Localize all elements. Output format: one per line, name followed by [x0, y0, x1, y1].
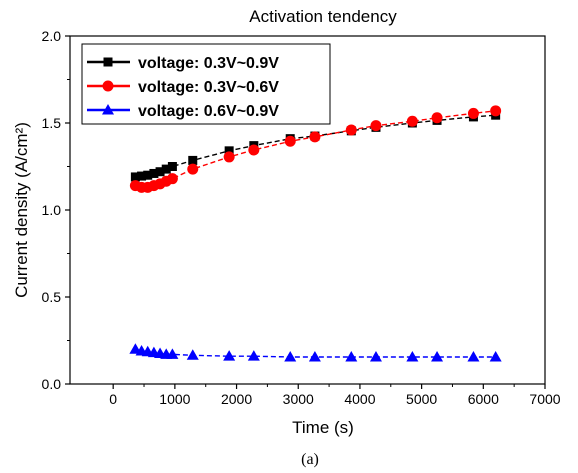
data-point: [137, 171, 147, 181]
y-tick-label: 1.5: [42, 115, 62, 131]
figure-caption: (a): [301, 451, 319, 468]
legend: voltage: 0.3V~0.9V voltage: 0.3V~0.6V volt…: [81, 43, 331, 125]
series-2: [129, 105, 502, 193]
data-point: [247, 350, 260, 361]
data-point: [166, 173, 178, 185]
data-point: [345, 124, 357, 136]
data-point: [161, 164, 171, 174]
data-point: [467, 107, 479, 119]
y-tick-label: 0.5: [42, 289, 62, 305]
x-tick-label: 3000: [283, 391, 314, 407]
data-point: [284, 351, 297, 362]
data-point: [431, 112, 443, 124]
x-tick-label: 2000: [221, 391, 252, 407]
data-point: [223, 151, 235, 163]
data-point: [224, 146, 234, 156]
data-point: [284, 135, 296, 147]
data-point: [149, 168, 159, 178]
data-point: [248, 144, 260, 156]
data-point: [489, 351, 502, 362]
x-tick-label: 0: [109, 391, 117, 407]
x-axis-label: Time (s): [292, 418, 354, 437]
data-point: [186, 349, 199, 360]
legend-marker: [102, 80, 114, 92]
y-tick-label: 2.0: [42, 28, 62, 44]
data-point: [308, 351, 321, 362]
data-point: [345, 351, 358, 362]
y-axis-label: Current density (A/cm²): [12, 122, 31, 298]
data-point: [223, 350, 236, 361]
plot-area: 0 1000 2000 3000 4000 5000 6000 7000 0.0 0.5 1.0 1.…: [42, 28, 561, 407]
data-point: [130, 172, 140, 182]
y-tick-label: 1.0: [42, 202, 62, 218]
data-point: [167, 162, 177, 171]
data-point: [143, 170, 153, 180]
legend-label: voltage: 0.3V~0.6V: [138, 79, 279, 96]
series-3: [129, 343, 502, 362]
x-tick-label: 6000: [468, 391, 499, 407]
data-point: [370, 120, 382, 132]
data-point: [431, 351, 444, 362]
x-tick-label: 7000: [529, 391, 560, 407]
legend-label: voltage: 0.6V~0.9V: [138, 103, 279, 120]
data-point: [309, 131, 321, 143]
data-point: [166, 348, 179, 359]
data-point: [155, 167, 165, 177]
data-point: [406, 115, 418, 127]
data-point: [467, 351, 480, 362]
legend-label: voltage: 0.3V~0.9V: [138, 55, 279, 72]
data-point: [406, 351, 419, 362]
legend-marker: [103, 57, 113, 67]
x-tick-label: 4000: [344, 391, 375, 407]
y-tick-label: 0.0: [42, 376, 62, 392]
data-point: [369, 351, 382, 362]
x-tick-label: 1000: [159, 391, 190, 407]
data-point: [188, 155, 198, 165]
data-point: [490, 105, 502, 117]
chart-title: Activation tendency: [249, 7, 397, 26]
data-point: [187, 163, 199, 175]
x-tick-label: 5000: [406, 391, 437, 407]
legend-marker: [102, 104, 114, 115]
